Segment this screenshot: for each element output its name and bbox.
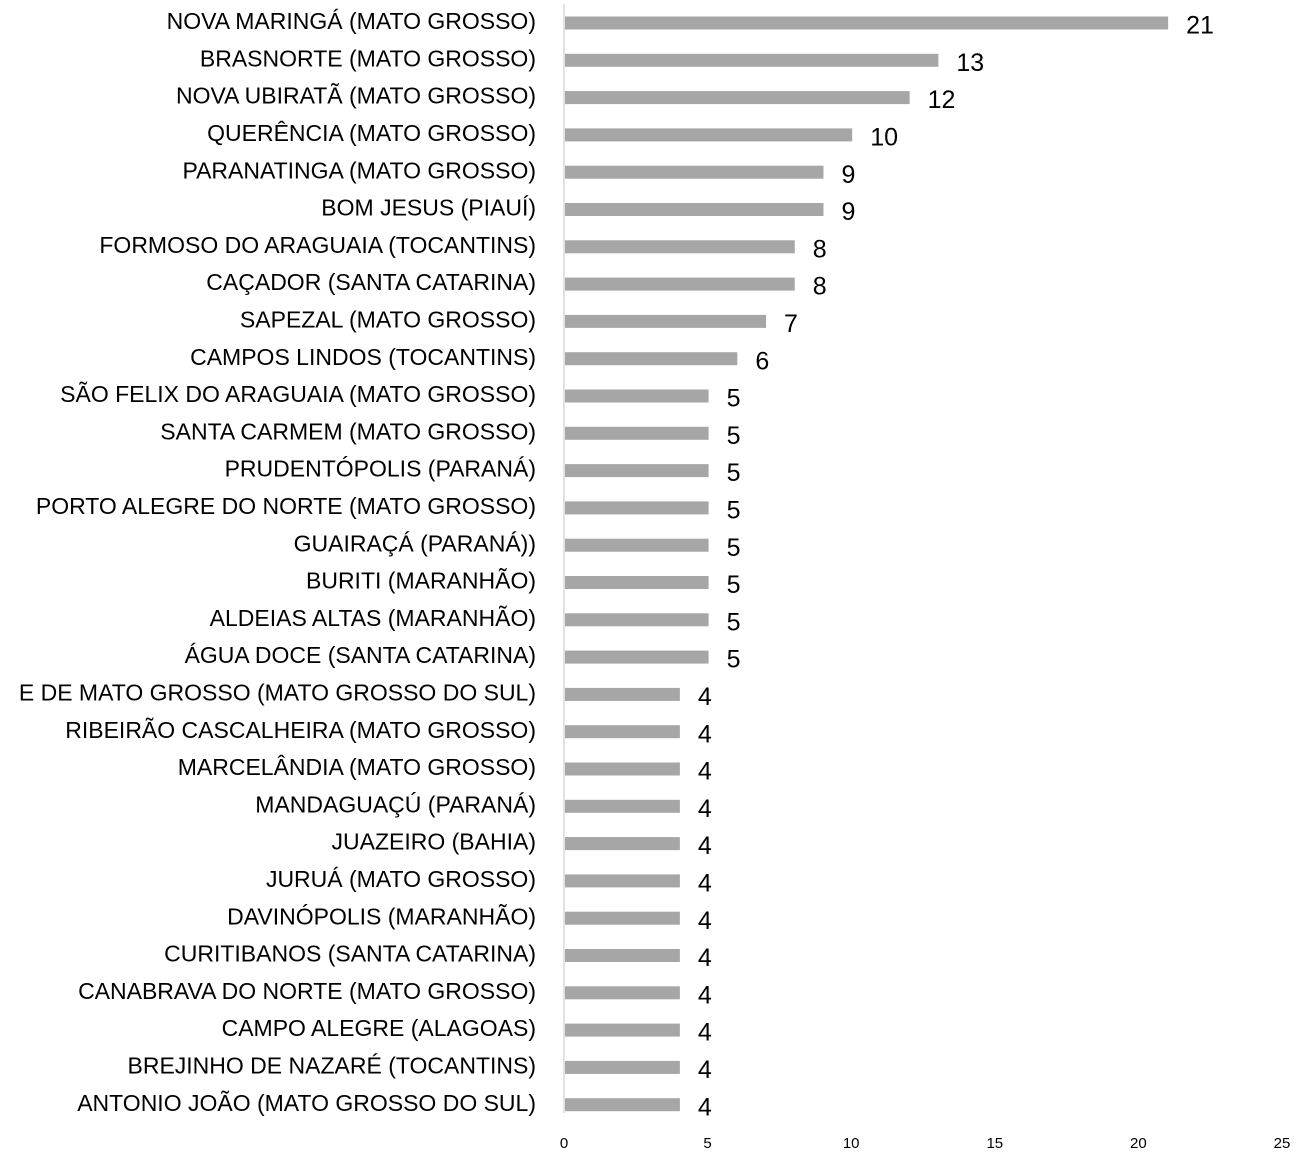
category-label: ÁGUA DOCE (SANTA CATARINA) xyxy=(185,642,536,668)
bar xyxy=(565,389,709,403)
bar xyxy=(565,799,680,813)
bar xyxy=(565,949,680,962)
bar xyxy=(565,277,795,291)
x-tick-label: 25 xyxy=(1274,1135,1291,1152)
bar xyxy=(565,762,680,776)
data-label: 13 xyxy=(956,49,984,77)
category-label: MARCELÂNDIA (MATO GROSSO) xyxy=(178,754,536,780)
category-label: CAÇADOR (SANTA CATARINA) xyxy=(206,269,536,295)
category-label: NOVA UBIRATÃ (MATO GROSSO) xyxy=(176,83,536,109)
bar xyxy=(565,687,680,701)
data-label: 4 xyxy=(698,944,712,972)
category-label: JUAZEIRO (BAHIA) xyxy=(332,829,536,855)
bar xyxy=(565,128,853,142)
category-label: CANABRAVA DO NORTE (MATO GROSSO) xyxy=(78,978,536,1004)
category-label: BRASNORTE (MATO GROSSO) xyxy=(200,45,536,71)
bar xyxy=(565,16,1169,30)
x-tick-label: 0 xyxy=(560,1135,568,1152)
data-label: 5 xyxy=(727,534,741,562)
data-label: 4 xyxy=(698,758,712,786)
category-label: DAVINÓPOLIS (MARANHÃO) xyxy=(227,903,536,929)
data-label: 9 xyxy=(841,161,855,189)
category-label: RIBEIRÃO CASCALHEIRA (MATO GROSSO) xyxy=(65,717,536,743)
data-label: 4 xyxy=(698,795,712,823)
bar xyxy=(565,240,795,254)
bar xyxy=(565,538,709,552)
bar xyxy=(565,911,680,925)
data-label: 5 xyxy=(727,385,741,413)
bar xyxy=(565,53,939,67)
bar xyxy=(565,203,824,216)
bar xyxy=(565,1098,680,1112)
data-label: 4 xyxy=(698,1093,712,1121)
data-label: 6 xyxy=(755,347,769,375)
category-label: NOVA MARINGÁ (MATO GROSSO) xyxy=(167,8,536,34)
category-label: FORMOSO DO ARAGUAIA (TOCANTINS) xyxy=(99,232,536,258)
data-label: 8 xyxy=(813,273,827,301)
bar xyxy=(565,1060,680,1074)
category-label: CAMPOS LINDOS (TOCANTINS) xyxy=(190,344,536,370)
data-label: 4 xyxy=(698,907,712,935)
data-label: 5 xyxy=(727,497,741,525)
bar xyxy=(565,1023,680,1037)
data-label: 12 xyxy=(928,86,956,114)
category-label: BURITI (MARANHÃO) xyxy=(306,568,536,594)
category-label: MANDAGUAÇÚ (PARANÁ) xyxy=(255,791,536,817)
data-label: 4 xyxy=(698,720,712,748)
category-label: ANTONIO JOÃO (MATO GROSSO DO SUL) xyxy=(77,1090,536,1116)
data-label: 5 xyxy=(727,422,741,450)
category-label: SAPEZAL (MATO GROSSO) xyxy=(240,306,536,332)
category-label: CURITIBANOS (SANTA CATARINA) xyxy=(164,941,536,967)
x-tick-label: 15 xyxy=(986,1135,1003,1152)
data-label: 7 xyxy=(784,310,798,338)
x-tick-label: 20 xyxy=(1130,1135,1147,1152)
category-label: SÃO FELIX DO ARAGUAIA (MATO GROSSO) xyxy=(60,381,536,407)
bar xyxy=(565,314,767,328)
category-label: GUAIRAÇÁ (PARANÁ)) xyxy=(294,530,536,556)
category-label: PORTO ALEGRE DO NORTE (MATO GROSSO) xyxy=(36,493,536,519)
category-label: E DE MATO GROSSO (MATO GROSSO DO SUL) xyxy=(19,679,536,705)
bar xyxy=(565,576,709,589)
data-label: 4 xyxy=(698,832,712,860)
data-label: 21 xyxy=(1186,12,1214,40)
bar xyxy=(565,464,709,478)
data-label: 5 xyxy=(727,608,741,636)
bar xyxy=(565,501,709,515)
bar xyxy=(565,426,709,440)
category-label: ALDEIAS ALTAS (MARANHÃO) xyxy=(210,605,536,631)
data-label: 4 xyxy=(698,683,712,711)
category-label: QUERÊNCIA (MATO GROSSO) xyxy=(207,120,536,146)
bar xyxy=(565,165,824,179)
data-label: 8 xyxy=(813,235,827,263)
bar xyxy=(565,613,709,627)
category-label: PRUDENTÓPOLIS (PARANÁ) xyxy=(225,456,536,482)
category-label: BOM JESUS (PIAUÍ) xyxy=(321,195,536,221)
bar xyxy=(565,725,680,739)
data-label: 5 xyxy=(727,646,741,674)
data-label: 4 xyxy=(698,1056,712,1084)
data-label: 4 xyxy=(698,1019,712,1047)
x-tick-label: 5 xyxy=(703,1135,711,1152)
bar xyxy=(565,352,738,366)
bar xyxy=(565,650,709,664)
x-tick-label: 10 xyxy=(843,1135,860,1152)
bar xyxy=(565,837,680,851)
category-label: PARANATINGA (MATO GROSSO) xyxy=(182,157,536,183)
bar xyxy=(565,986,680,1000)
category-label: CAMPO ALEGRE (ALAGOAS) xyxy=(222,1015,536,1041)
data-label: 10 xyxy=(870,124,898,152)
data-label: 5 xyxy=(727,571,741,599)
data-label: 4 xyxy=(698,981,712,1009)
category-label: BREJINHO DE NAZARÉ (TOCANTINS) xyxy=(128,1052,537,1078)
bar xyxy=(565,874,680,888)
category-label: SANTA CARMEM (MATO GROSSO) xyxy=(160,418,536,444)
data-label: 9 xyxy=(841,198,855,226)
data-label: 5 xyxy=(727,459,741,487)
category-label: JURUÁ (MATO GROSSO) xyxy=(266,866,536,892)
bar xyxy=(565,91,910,105)
data-label: 4 xyxy=(698,870,712,898)
